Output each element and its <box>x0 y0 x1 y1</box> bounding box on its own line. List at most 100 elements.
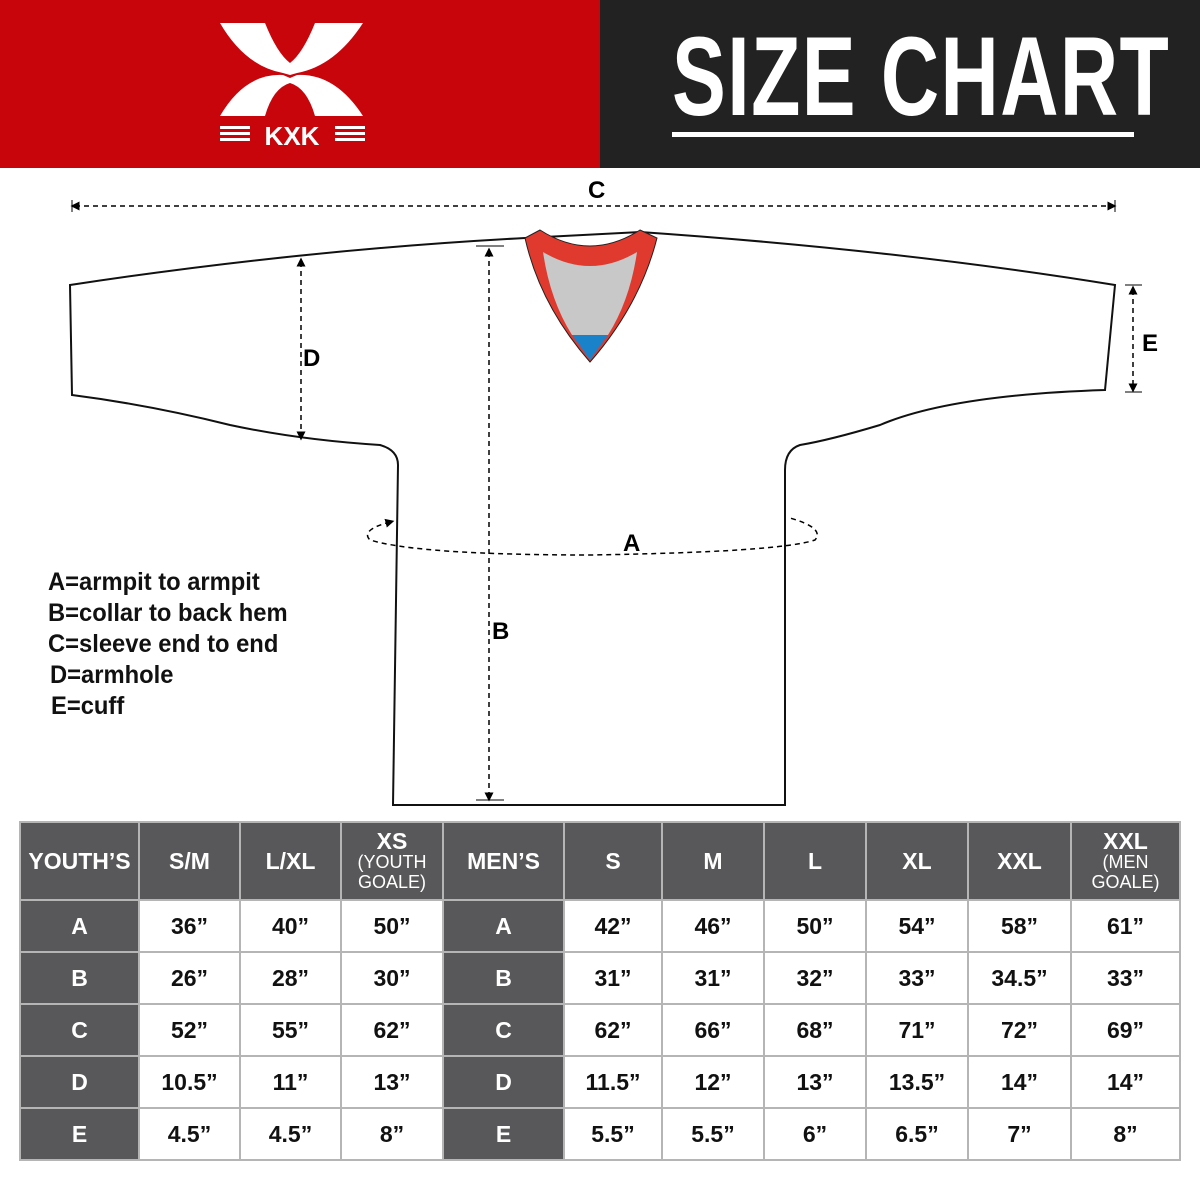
size-header: XL <box>867 823 967 899</box>
row-label: B <box>21 953 138 1003</box>
table-cell: 50” <box>342 901 442 951</box>
size-header: XS (YOUTH GOALE) <box>342 823 442 899</box>
table-cell: 31” <box>565 953 661 1003</box>
table-cell: 32” <box>765 953 865 1003</box>
table-cell: 13.5” <box>867 1057 967 1107</box>
table-cell: 40” <box>241 901 340 951</box>
legend-a: A=armpit to armpit <box>48 568 260 596</box>
table-cell: 36” <box>140 901 239 951</box>
size-table: YOUTH’S S/M L/XL XS (YOUTH GOALE) MEN’S S M L XL X… <box>19 821 1181 1161</box>
table-cell: 72” <box>969 1005 1070 1055</box>
legend-b: B=collar to back hem <box>48 599 288 627</box>
table-cell: 62” <box>565 1005 661 1055</box>
size-header: L/XL <box>241 823 340 899</box>
legend-c: C=sleeve end to end <box>48 630 279 658</box>
table-cell: 31” <box>663 953 763 1003</box>
size-name: S/M <box>169 848 210 874</box>
title-banner <box>600 0 1200 168</box>
table-row: B 26” 28” 30” B 31” 31” 32” 33” 34.5” 33” <box>21 953 1179 1003</box>
size-name: XXL <box>997 848 1042 874</box>
page-title: SIZE CHART <box>672 14 1171 139</box>
table-cell: 6.5” <box>867 1109 967 1159</box>
table-cell: 13” <box>342 1057 442 1107</box>
table-cell: 68” <box>765 1005 865 1055</box>
label-c: C <box>588 177 606 204</box>
size-name: L/XL <box>265 848 316 874</box>
table-cell: 5.5” <box>663 1109 763 1159</box>
size-name: XS <box>376 828 408 854</box>
table-cell: 34.5” <box>969 953 1070 1003</box>
row-label: D <box>21 1057 138 1107</box>
size-header: XXL <box>969 823 1070 899</box>
size-header: XXL (MEN GOALE) <box>1072 823 1179 899</box>
size-name: XL <box>902 848 932 874</box>
label-e: E <box>1142 330 1159 357</box>
youth-header: YOUTH’S <box>21 823 138 899</box>
row-label: E <box>21 1109 138 1159</box>
table-cell: 30” <box>342 953 442 1003</box>
table-cell: 10.5” <box>140 1057 239 1107</box>
table-cell: 4.5” <box>241 1109 340 1159</box>
collar-tag <box>572 335 608 360</box>
row-label: A <box>444 901 563 951</box>
table-cell: 54” <box>867 901 967 951</box>
table-cell: 8” <box>342 1109 442 1159</box>
table-cell: 69” <box>1072 1005 1179 1055</box>
table-cell: 7” <box>969 1109 1070 1159</box>
dimension-a <box>366 517 818 556</box>
size-header: S <box>565 823 661 899</box>
label-d: D <box>303 345 321 372</box>
table-cell: 62” <box>342 1005 442 1055</box>
table-cell: 4.5” <box>140 1109 239 1159</box>
size-name: L <box>807 848 823 874</box>
label-b: B <box>492 618 510 645</box>
table-cell: 11.5” <box>565 1057 661 1107</box>
row-label: B <box>444 953 563 1003</box>
jersey-outline <box>68 230 1117 806</box>
title-underline <box>672 132 1134 137</box>
table-cell: 66” <box>663 1005 763 1055</box>
table-row: A 36” 40” 50” A 42” 46” 50” 54” 58” 61” <box>21 901 1179 951</box>
table-cell: 5.5” <box>565 1109 661 1159</box>
table-cell: 6” <box>765 1109 865 1159</box>
legend-d: D=armhole <box>50 661 174 689</box>
table-cell: 14” <box>1072 1057 1179 1107</box>
table-cell: 28” <box>241 953 340 1003</box>
table-cell: 11” <box>241 1057 340 1107</box>
row-label: C <box>21 1005 138 1055</box>
row-label: D <box>444 1057 563 1107</box>
men-header: MEN’S <box>444 823 563 899</box>
table-cell: 12” <box>663 1057 763 1107</box>
row-label: E <box>444 1109 563 1159</box>
table-row: C 52” 55” 62” C 62” 66” 68” 71” 72” 69” <box>21 1005 1179 1055</box>
size-header: M <box>663 823 763 899</box>
collar-inner <box>543 252 637 335</box>
row-label: C <box>444 1005 563 1055</box>
size-name: S <box>605 848 621 874</box>
kxk-logo: KXK <box>220 23 365 151</box>
row-label: A <box>21 901 138 951</box>
table-cell: 52” <box>140 1005 239 1055</box>
size-name: XXL <box>1103 828 1148 854</box>
size-note: (MEN GOALE) <box>1091 852 1160 892</box>
table-row: E 4.5” 4.5” 8” E 5.5” 5.5” 6” 6.5” 7” 8” <box>21 1109 1179 1159</box>
jersey-diagram <box>68 200 1142 806</box>
table-cell: 33” <box>1072 953 1179 1003</box>
table-cell: 55” <box>241 1005 340 1055</box>
size-header: S/M <box>140 823 239 899</box>
table-cell: 26” <box>140 953 239 1003</box>
table-cell: 50” <box>765 901 865 951</box>
label-a: A <box>623 530 641 557</box>
measurement-legend: A=armpit to armpit B=collar to back hem … <box>48 567 300 722</box>
legend-e: E=cuff <box>51 692 125 720</box>
table-row: D 10.5” 11” 13” D 11.5” 12” 13” 13.5” 14” 14” <box>21 1057 1179 1107</box>
table-cell: 58” <box>969 901 1070 951</box>
table-cell: 8” <box>1072 1109 1179 1159</box>
table-cell: 61” <box>1072 901 1179 951</box>
size-name: M <box>703 848 723 874</box>
table-cell: 33” <box>867 953 967 1003</box>
size-note: (YOUTH GOALE) <box>357 852 427 892</box>
size-header: L <box>765 823 865 899</box>
table-cell: 13” <box>765 1057 865 1107</box>
header-row: YOUTH’S S/M L/XL XS (YOUTH GOALE) MEN’S S M L XL X… <box>21 823 1179 899</box>
